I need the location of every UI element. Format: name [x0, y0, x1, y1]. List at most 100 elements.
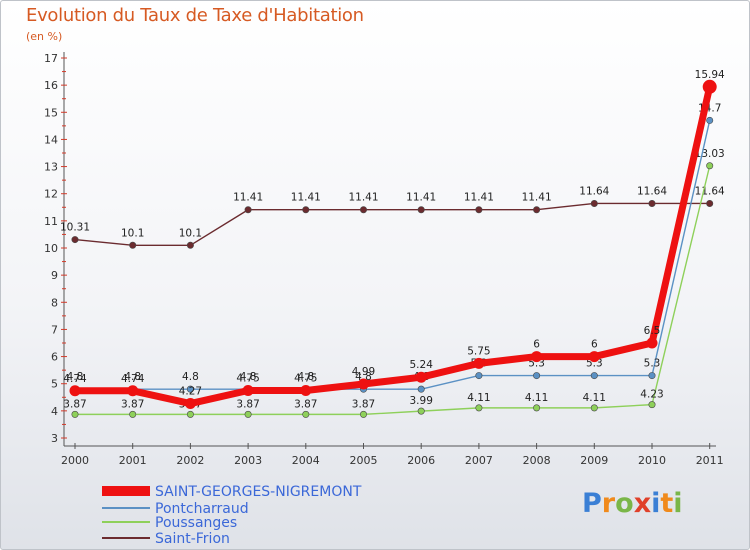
data-label-saint-georges-nigremont: 4.75: [236, 373, 259, 385]
data-point-saint-frion: [302, 206, 310, 214]
data-label-pontcharraud: 5.3: [586, 358, 603, 370]
series-line-saint-georges-nigremont: [75, 86, 714, 408]
y-tick-label: 11: [44, 215, 58, 228]
data-label-pontcharraud: 4.8: [240, 371, 257, 383]
data-label-saint-frion: 10.1: [121, 227, 144, 239]
data-label-poussanges: 4.11: [583, 392, 606, 404]
x-tick-label: 2000: [61, 454, 89, 467]
data-point-saint-georges-nigremont: [473, 357, 485, 369]
data-label-pontcharraud: 4.8: [67, 371, 84, 383]
data-label-poussanges: 13.03: [695, 148, 725, 160]
data-label-poussanges: 3.87: [121, 398, 144, 410]
legend-label-saint-georges-nigremont: SAINT-GEORGES-NIGREMONT: [155, 484, 362, 500]
data-label-saint-georges-nigremont: 6: [533, 339, 540, 351]
data-point-saint-georges-nigremont: [242, 385, 254, 396]
series-line-pontcharraud: [75, 120, 711, 390]
y-tick-label: 7: [51, 323, 58, 336]
logo-letter: r: [601, 488, 616, 519]
y-tick-label: 4: [51, 405, 58, 418]
data-point-pontcharraud: [533, 372, 541, 380]
y-tick-label: 17: [44, 52, 58, 65]
data-point-saint-georges-nigremont: [300, 385, 312, 396]
logo-letter: i: [673, 488, 683, 519]
data-point-pontcharraud: [706, 116, 714, 124]
y-tick-label: 16: [44, 79, 58, 92]
x-tick-label: 2001: [119, 454, 147, 467]
data-point-poussanges: [302, 410, 310, 418]
data-label-saint-frion: 11.64: [695, 185, 725, 197]
data-point-pontcharraud: [648, 372, 656, 380]
data-label-saint-frion: 11.41: [348, 192, 378, 204]
logo-letter: P: [582, 488, 602, 519]
data-point-pontcharraud: [417, 385, 425, 393]
data-label-saint-georges-nigremont: 5.75: [467, 345, 490, 357]
data-point-saint-frion: [244, 206, 252, 214]
y-axis-unit-label: (en %): [26, 30, 63, 43]
x-tick-label: 2007: [465, 454, 493, 467]
data-point-saint-frion: [533, 206, 541, 214]
legend-label-pontcharraud: Pontcharraud: [155, 501, 249, 517]
data-point-poussanges: [533, 404, 541, 412]
data-label-poussanges: 3.87: [236, 398, 259, 410]
data-label-saint-georges-nigremont: 6.5: [644, 325, 661, 337]
data-label-saint-georges-nigremont: 4.99: [352, 366, 375, 378]
data-label-saint-georges-nigremont: 15.94: [695, 69, 725, 81]
data-label-poussanges: 4.11: [525, 392, 548, 404]
data-point-poussanges: [648, 401, 656, 409]
data-point-poussanges: [706, 162, 714, 170]
data-point-poussanges: [417, 407, 425, 415]
data-label-saint-frion: 10.31: [60, 222, 90, 234]
y-tick-label: 8: [51, 296, 58, 309]
y-tick-label: 14: [44, 133, 58, 146]
data-point-saint-georges-nigremont: [531, 351, 543, 363]
x-tick-label: 2009: [580, 454, 608, 467]
y-tick-label: 3: [51, 432, 58, 445]
data-label-poussanges: 4.23: [640, 389, 663, 401]
data-point-poussanges: [359, 410, 367, 418]
legend-label-saint-frion: Saint-Frion: [155, 531, 230, 547]
x-tick-label: 2003: [234, 454, 262, 467]
data-label-saint-frion: 10.1: [179, 227, 202, 239]
data-point-saint-georges-nigremont: [702, 79, 717, 94]
series-line-poussanges: [75, 165, 711, 416]
data-label-saint-georges-nigremont: 4.74: [121, 373, 145, 385]
data-point-saint-frion: [417, 206, 425, 214]
x-tick-label: 2006: [407, 454, 435, 467]
x-tick-label: 2010: [638, 454, 666, 467]
data-label-saint-frion: 11.41: [522, 192, 552, 204]
data-label-poussanges: 3.99: [410, 395, 433, 407]
data-point-poussanges: [475, 404, 483, 412]
data-point-poussanges: [71, 410, 79, 418]
y-tick-label: 12: [44, 188, 58, 201]
data-label-pontcharraud: 4.8: [124, 371, 141, 383]
logo-letter: t: [660, 488, 674, 519]
x-tick-label: 2005: [350, 454, 378, 467]
data-label-poussanges: 3.87: [294, 398, 317, 410]
data-label-saint-georges-nigremont: 6: [591, 339, 598, 351]
data-label-poussanges: 4.11: [467, 392, 490, 404]
data-label-saint-frion: 11.41: [233, 192, 263, 204]
data-point-saint-georges-nigremont: [588, 351, 600, 363]
data-label-pontcharraud: 4.8: [182, 371, 199, 383]
data-point-saint-frion: [71, 236, 79, 244]
y-tick-label: 6: [51, 351, 58, 364]
data-point-saint-frion: [475, 206, 483, 214]
data-label-pontcharraud: 5.3: [644, 358, 661, 370]
data-point-pontcharraud: [475, 372, 483, 380]
data-point-poussanges: [129, 410, 137, 418]
data-point-saint-georges-nigremont: [184, 398, 196, 410]
data-label-saint-georges-nigremont: 4.75: [294, 373, 317, 385]
data-label-poussanges: 3.87: [352, 398, 375, 410]
data-label-saint-frion: 11.64: [579, 185, 609, 197]
data-label-saint-frion: 11.41: [406, 192, 436, 204]
data-point-saint-frion: [590, 199, 598, 207]
chart-title: Evolution du Taux de Taxe d'Habitation: [26, 5, 364, 26]
data-point-saint-georges-nigremont: [415, 371, 427, 383]
data-label-poussanges: 3.87: [63, 398, 86, 410]
data-label-saint-frion: 11.64: [637, 185, 667, 197]
y-tick-label: 15: [44, 106, 58, 119]
logo-letter: x: [633, 488, 652, 519]
data-point-saint-frion: [186, 241, 194, 249]
